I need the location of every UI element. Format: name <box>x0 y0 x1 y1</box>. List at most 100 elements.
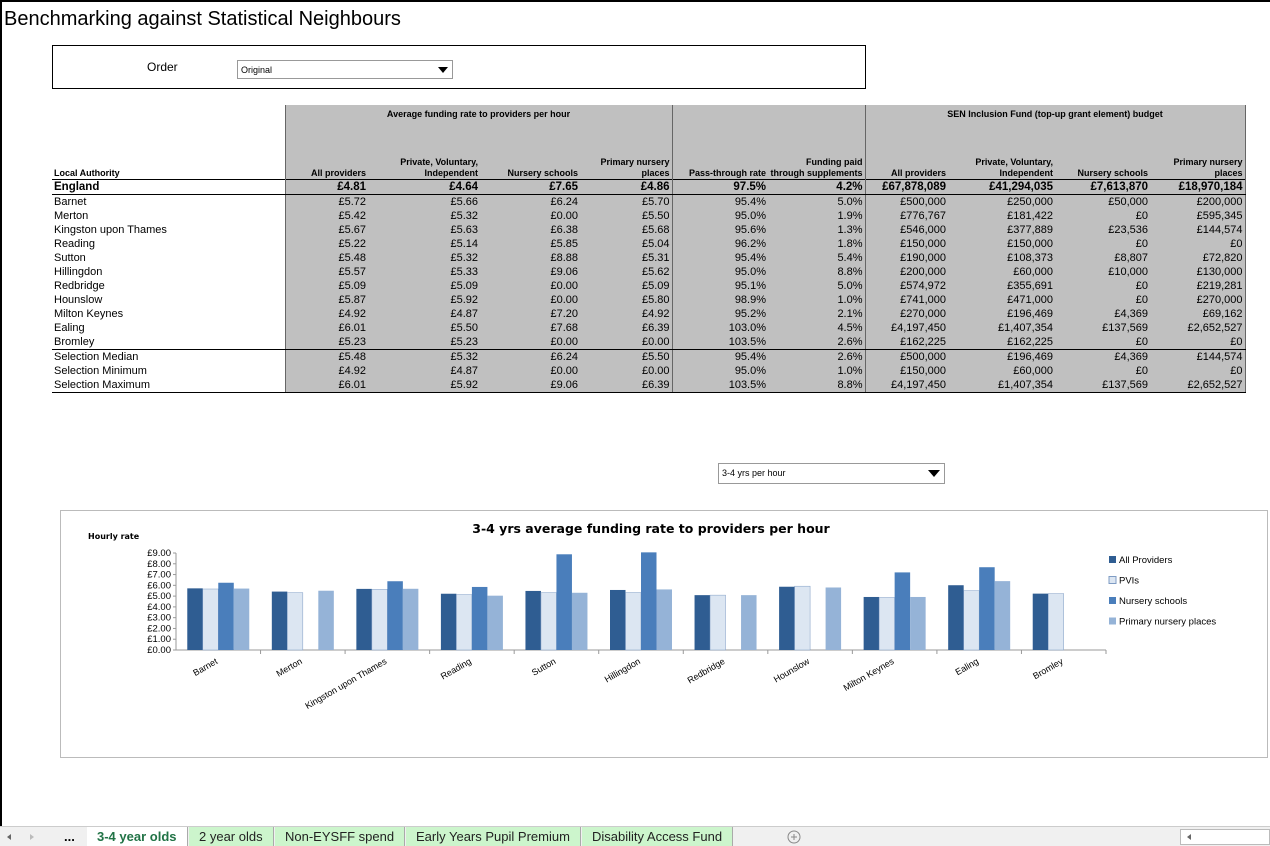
chart: 3-4 yrs average funding rate to provider… <box>88 521 1216 711</box>
cell: £500,000 <box>864 349 949 364</box>
cell: £8.88 <box>480 251 580 265</box>
tab-overflow: ... <box>64 829 75 844</box>
sheet-tab[interactable]: 3-4 year olds <box>87 827 188 846</box>
cell: £67,878,089 <box>864 179 949 195</box>
legend-swatch <box>1109 617 1116 625</box>
cell: £4,197,450 <box>864 321 949 335</box>
cell: £1,407,354 <box>948 321 1056 335</box>
order-label: Order <box>147 60 178 74</box>
order-dropdown[interactable]: Original <box>237 60 453 79</box>
bar <box>271 591 288 650</box>
cell: £5.62 <box>580 265 673 279</box>
order-box: Order Original <box>52 45 866 89</box>
cell: £0 <box>1055 209 1151 223</box>
cell: £5.42 <box>284 209 368 223</box>
cell: £377,889 <box>948 223 1056 237</box>
cell: £190,000 <box>864 251 949 265</box>
la-row: Ealing £6.01 £5.50 £7.68 £6.39 103.0% 4.5% £4,1… <box>52 321 1246 335</box>
sheet-tab[interactable]: Non-EYSFF spend <box>275 827 406 846</box>
order-value: Original <box>241 65 273 75</box>
cell: £0.00 <box>580 335 673 350</box>
bar <box>1047 593 1064 651</box>
cell: £0 <box>1055 279 1151 293</box>
cell: 96.2% <box>671 237 769 251</box>
cell: £2,652,527 <box>1150 378 1246 393</box>
cell: 1.8% <box>768 237 866 251</box>
cell: £60,000 <box>948 364 1056 378</box>
cell: £7.65 <box>480 179 580 195</box>
cell: £9.06 <box>480 265 580 279</box>
chart-dropdown[interactable]: 3-4 yrs per hour <box>718 463 945 484</box>
row-label: Milton Keynes <box>52 307 285 321</box>
cell: £5.87 <box>284 293 368 307</box>
cell: £0.00 <box>580 364 673 378</box>
tab-nav[interactable] <box>0 827 80 846</box>
cell: 95.4% <box>671 194 769 209</box>
cell: £5.32 <box>368 209 480 223</box>
cell: £4.64 <box>368 179 480 195</box>
la-row: Merton £5.42 £5.32 £0.00 £5.50 95.0% 1.9% £776,… <box>52 209 1246 223</box>
cell: £5.80 <box>580 293 673 307</box>
cell: £5.32 <box>368 251 480 265</box>
cell: £0 <box>1150 237 1246 251</box>
chart-selector-value: 3-4 yrs per hour <box>722 468 786 478</box>
england-row: England £4.81 £4.64 £7.65 £4.86 97.5% 4.2% £67,… <box>52 179 1246 195</box>
sheet-tab[interactable]: 2 year olds <box>189 827 274 846</box>
cell: £72,820 <box>1150 251 1246 265</box>
bar <box>1032 593 1049 650</box>
cell: £5.72 <box>284 194 368 209</box>
bar <box>994 581 1011 650</box>
cell: 4.2% <box>768 179 866 195</box>
la-row: Sutton £5.48 £5.32 £8.88 £5.31 95.4% 5.4% £190,… <box>52 251 1246 265</box>
column-header: Private, Voluntary, Independent <box>368 129 480 180</box>
cell: £137,569 <box>1055 378 1151 393</box>
column-header: Private, Voluntary, Independent <box>948 129 1056 180</box>
cell: £23,536 <box>1055 223 1151 237</box>
bar <box>218 582 234 650</box>
sheet-tabs: ... 3-4 year olds 2 year olds Non-EYSFF spe… <box>0 826 1270 846</box>
row-label: Selection Minimum <box>52 364 285 378</box>
legend-swatch <box>1109 556 1116 563</box>
legend-swatch <box>1109 597 1116 604</box>
cell: £7.20 <box>480 307 580 321</box>
cell: £60,000 <box>948 265 1056 279</box>
bar <box>779 586 795 650</box>
cell: 95.0% <box>671 209 769 223</box>
bar <box>571 592 588 650</box>
cell: £5.09 <box>580 279 673 293</box>
sheet-tab[interactable]: Disability Access Fund <box>582 827 734 846</box>
cell: £9.06 <box>480 378 580 393</box>
cell: £5.57 <box>284 265 368 279</box>
cell: 95.0% <box>671 265 769 279</box>
sheet-tab[interactable]: Early Years Pupil Premium <box>406 827 581 846</box>
cell: £6.39 <box>580 378 673 393</box>
cell: £5.50 <box>580 349 673 364</box>
cell: 8.8% <box>768 378 866 393</box>
cell: £0 <box>1055 364 1151 378</box>
bar <box>979 567 995 650</box>
cell: £7.68 <box>480 321 580 335</box>
cell: £219,281 <box>1150 279 1246 293</box>
cell: £500,000 <box>864 194 949 209</box>
add-sheet[interactable] <box>785 829 803 845</box>
cell: £7,613,870 <box>1055 179 1151 195</box>
cell: £69,162 <box>1150 307 1246 321</box>
bar <box>487 595 503 650</box>
column-header: All providers <box>864 129 949 180</box>
x-tick-label: Hounslow <box>772 656 812 685</box>
la-row: Kingston upon Thames £5.67 £5.63 £6.38 £5.68… <box>52 223 1246 237</box>
cell: £5.14 <box>368 237 480 251</box>
y-tick-label: £0.00 <box>147 645 171 656</box>
column-header: Primary nursery places <box>1150 129 1246 180</box>
x-tick-label: Redbridge <box>686 656 727 685</box>
group-header: SEN Inclusion Fund (top-up grant element… <box>864 105 1246 129</box>
cell: £4.92 <box>284 307 368 321</box>
cell: £41,294,035 <box>948 179 1056 195</box>
cell: 2.6% <box>768 335 866 350</box>
cell: £8,807 <box>1055 251 1151 265</box>
cell: £1,407,354 <box>948 378 1056 393</box>
column-header-row: Local Authority All providers Private, Vol… <box>52 129 1246 180</box>
h-scrollbar[interactable] <box>1180 829 1270 845</box>
row-label: England <box>52 179 285 195</box>
